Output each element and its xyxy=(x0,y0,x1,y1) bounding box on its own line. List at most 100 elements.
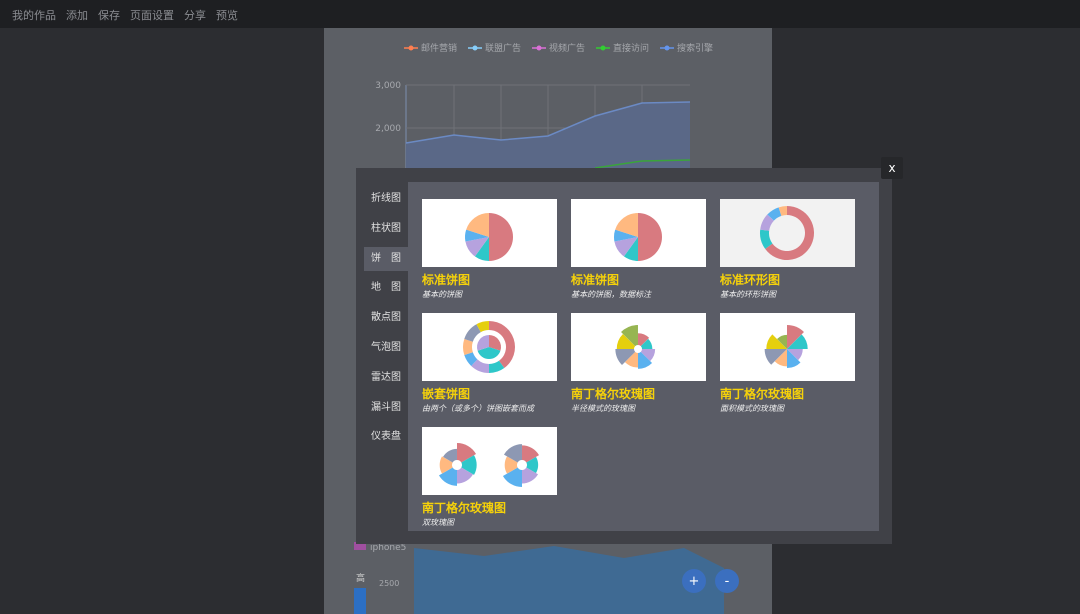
thumb-slice xyxy=(477,347,501,359)
thumb-slice xyxy=(526,456,539,474)
visual-map-bar xyxy=(354,588,366,614)
thumb-slice xyxy=(502,467,522,487)
sidebar-item[interactable]: 散点图 xyxy=(371,312,401,324)
sidebar-item[interactable]: 漏斗图 xyxy=(371,401,401,413)
thumb-slice xyxy=(477,335,489,351)
sidebar-item[interactable]: 饼 图 xyxy=(364,246,408,271)
chart-card[interactable]: 南丁格尔玫瑰图双玫瑰图 xyxy=(422,427,562,537)
thumb-slice xyxy=(614,229,638,242)
thumb-slice xyxy=(522,467,539,484)
thumb-slice xyxy=(489,335,501,351)
card-subtitle: 基本的饼图 xyxy=(422,290,462,299)
zoom-out xyxy=(715,569,739,593)
chart-card[interactable]: 标准饼图基本的饼图，数据标注 xyxy=(571,199,711,309)
map xyxy=(414,546,724,614)
thumb-slice xyxy=(787,349,801,369)
card-subtitle: 基本的饼图，数据标注 xyxy=(571,290,651,299)
card-subtitle: 双玫瑰图 xyxy=(422,518,454,527)
thumb-slice xyxy=(765,206,814,260)
menu-item[interactable]: 预览 xyxy=(216,9,238,22)
line xyxy=(594,159,691,169)
thumbnail xyxy=(571,313,706,381)
menu-item[interactable]: 保存 xyxy=(98,9,120,22)
area xyxy=(406,102,690,188)
thumb-slice xyxy=(457,467,474,484)
card-title: 标准饼图 xyxy=(571,273,620,287)
chart-picker-modal: 标准饼图 基本的饼图 标准饼图 基本的饼图，数据标注 标准环形图 基本的环形饼图 嵌套饼图由… xyxy=(356,168,892,544)
thumbnail xyxy=(422,313,557,381)
menu-item[interactable]: 我的作品 xyxy=(12,9,56,22)
legend: 邮件营销 联盟广告 视频广告 直接访问 搜索引擎 xyxy=(404,42,713,54)
card-title: 标准环形图 xyxy=(720,273,781,287)
thumb-slice xyxy=(463,338,473,356)
thumb-slice xyxy=(465,237,489,257)
menu-item[interactable]: 分享 xyxy=(184,9,206,22)
sidebar-item[interactable]: 柱状图 xyxy=(371,222,401,234)
thumb-slice xyxy=(764,349,787,365)
thumb-slice xyxy=(640,338,653,349)
close-button[interactable]: x xyxy=(881,157,903,179)
legend-swatch xyxy=(354,542,366,550)
chart-card[interactable]: 南丁格尔玫瑰图 面积模式的玫瑰图 xyxy=(720,313,860,423)
card-title: 南丁格尔玫瑰图 xyxy=(422,501,507,515)
card-grid: 标准饼图 基本的饼图 标准饼图 基本的饼图，数据标注 标准环形图 基本的环形饼图 嵌套饼图由… xyxy=(408,182,879,531)
thumb-slice xyxy=(774,349,787,367)
thumb-slice xyxy=(474,237,489,261)
thumb-slice xyxy=(465,229,489,242)
thumb-slice xyxy=(476,321,489,333)
thumb-slice xyxy=(464,324,481,342)
y-tick-label: 2,000 xyxy=(375,124,401,134)
thumb-slice xyxy=(438,467,457,486)
chart-card[interactable]: 嵌套饼图 由两个（或多个）饼图嵌套而成 xyxy=(422,313,562,423)
legend-label[interactable]: 视频广告 xyxy=(549,42,585,54)
card-subtitle: 由两个（或多个）饼图嵌套而成 xyxy=(422,404,534,413)
thumbnail xyxy=(422,427,557,495)
thumb-slice xyxy=(760,214,774,231)
thumbnail-bg xyxy=(571,313,706,381)
legend-label[interactable]: 直接访问 xyxy=(613,42,649,54)
legend-label[interactable]: 搜索引擎 xyxy=(677,42,713,54)
thumbnail xyxy=(720,199,855,267)
legend-label[interactable]: 邮件营销 xyxy=(421,42,457,54)
thumb-slice xyxy=(640,349,656,362)
thumb-slice xyxy=(638,213,663,261)
thumb-slice xyxy=(503,444,522,463)
thumb-slice xyxy=(489,213,514,261)
thumbnail xyxy=(720,313,855,381)
thumb-slice xyxy=(766,334,787,349)
sidebar-item[interactable]: 折线图 xyxy=(371,193,401,204)
legend-label[interactable]: 联盟广告 xyxy=(485,42,521,54)
zoom-in xyxy=(682,569,706,593)
thumb-slice xyxy=(466,213,489,237)
sidebar-item[interactable]: 雷达图 xyxy=(371,371,401,383)
card-subtitle: 基本的环形饼图 xyxy=(720,290,776,299)
thumb-slice xyxy=(615,349,636,365)
card-title: 南丁格尔玫瑰图 xyxy=(720,387,805,401)
chart-card[interactable]: 标准饼图 基本的饼图 xyxy=(422,199,562,309)
thumb-slice xyxy=(461,455,477,475)
sidebar-item[interactable]: 气泡图 xyxy=(371,342,401,353)
card-title: 南丁格尔玫瑰图 xyxy=(571,387,656,401)
visual-map-label: 高 xyxy=(356,572,365,584)
legend-swatch xyxy=(408,45,414,51)
thumb-slice xyxy=(624,351,638,368)
thumbnail xyxy=(422,199,557,267)
menu-item[interactable]: 添加 xyxy=(66,9,88,22)
sidebar-item[interactable]: 地 图 xyxy=(371,282,401,294)
menu-item[interactable]: 页面设置 xyxy=(130,9,174,22)
thumbnail xyxy=(571,199,706,267)
thumb-slice xyxy=(504,456,518,474)
chart-card[interactable]: 南丁格尔玫瑰图半径模式的玫瑰图 xyxy=(571,313,711,423)
thumb-slice xyxy=(443,448,457,463)
sidebar-item[interactable]: 仪表盘 xyxy=(371,431,401,443)
thumb-slice xyxy=(522,445,540,463)
chart-card[interactable]: 标准环形图基本的环形饼图 xyxy=(720,199,860,309)
thumb-slice xyxy=(615,213,638,237)
thumb-slice xyxy=(760,229,773,249)
thumb-slice xyxy=(638,333,650,347)
thumb-slice xyxy=(621,325,638,347)
thumb-slice xyxy=(787,325,804,349)
thumb-slice xyxy=(767,207,782,221)
card-subtitle: 半径模式的玫瑰图 xyxy=(571,404,635,413)
